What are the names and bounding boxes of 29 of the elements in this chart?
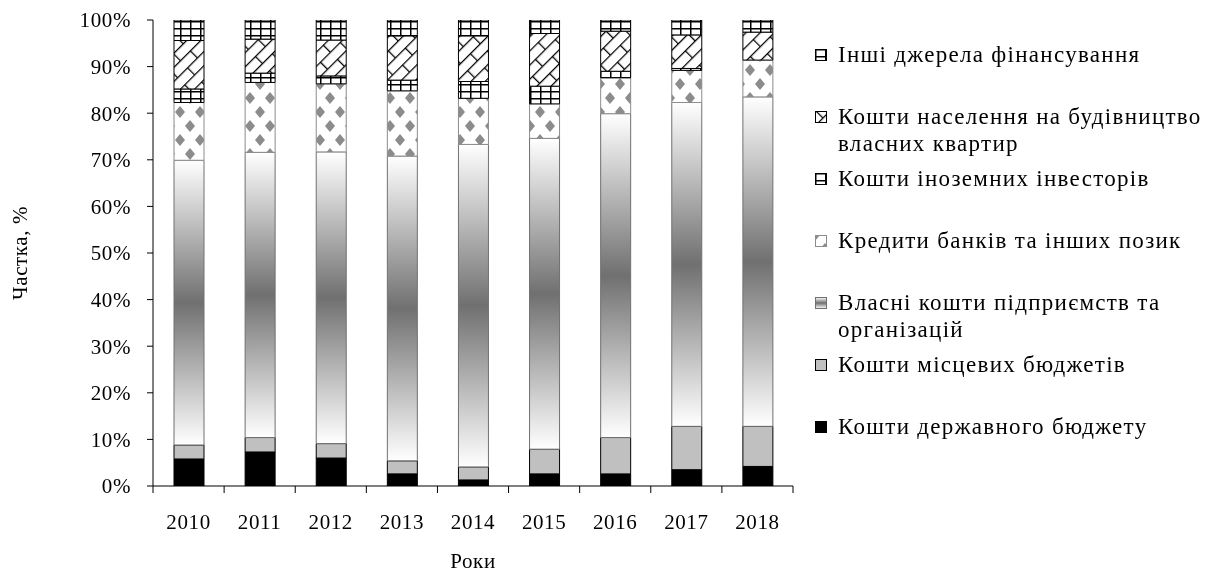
x-tick-label: 2018 — [735, 510, 780, 534]
y-tick-label: 40% — [90, 288, 131, 313]
y-axis-title: Частка, % — [8, 205, 33, 301]
y-tick-label: 80% — [90, 101, 131, 126]
legend-label: Кошти населення на будівництво власних квартир — [838, 103, 1203, 157]
y-tick-label: 30% — [90, 334, 131, 359]
legend-label: Кредити банків та інших позик — [838, 227, 1183, 254]
y-tick-label: 10% — [90, 427, 131, 452]
legend-label: Кошти іноземних інвесторів — [838, 165, 1151, 192]
y-tick-label: 90% — [90, 55, 131, 80]
x-axis-title: Роки — [450, 549, 496, 573]
y-tick-label: 70% — [90, 148, 131, 173]
y-tick-label: 100% — [79, 8, 131, 33]
y-tick-label: 60% — [90, 194, 131, 219]
y-tick-label: 0% — [101, 474, 131, 499]
legend-label: Власні кошти підприємств та організацій — [838, 289, 1162, 343]
x-tick-label: 2016 — [593, 510, 638, 534]
legend-label: Кошти місцевих бюджетів — [838, 351, 1128, 378]
x-tick-label: 2011 — [237, 510, 282, 534]
legend-label: Інші джерела фінансування — [838, 41, 1142, 68]
x-tick-label: 2015 — [521, 510, 567, 534]
x-tick-label: 2012 — [308, 510, 353, 534]
x-tick-label: 2010 — [166, 510, 211, 534]
y-tick-label: 20% — [90, 381, 131, 406]
x-tick-label: 2017 — [664, 510, 709, 534]
x-tick-label: 2014 — [450, 510, 496, 534]
y-tick-label: 50% — [90, 241, 131, 266]
x-tick-label: 2013 — [379, 510, 425, 534]
legend-label: Кошти державного бюджету — [838, 413, 1149, 440]
